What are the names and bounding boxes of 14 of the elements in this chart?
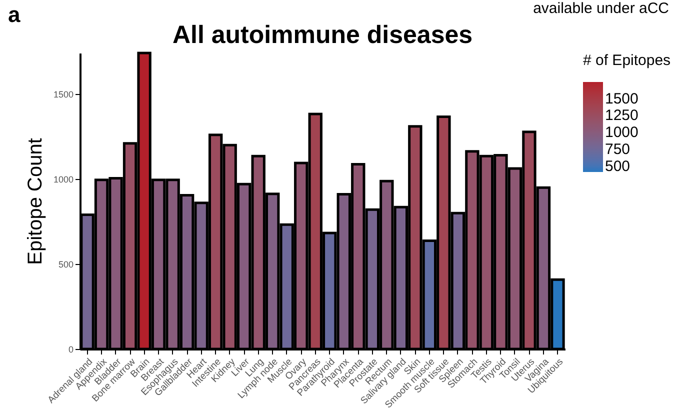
note-text: a [8, 2, 20, 28]
note-text: available under aCC [533, 0, 669, 17]
y-tick-label: 1000 [53, 174, 74, 185]
color-bar-label: 500 [605, 158, 630, 175]
chart-title: All autoimmune diseases [172, 20, 473, 49]
y-axis-title: Epitope Count [24, 138, 46, 265]
y-tick-label: 500 [58, 260, 74, 270]
color-bar-label: 1250 [605, 107, 638, 124]
y-tick-label: 1500 [53, 90, 74, 100]
color-bar-label: 1000 [605, 124, 638, 142]
legend-title: # of Epitopes [583, 52, 671, 69]
color-bar-label: 1500 [605, 90, 638, 108]
y-tick-label: 0 [68, 344, 74, 354]
color-bar-label: 750 [605, 140, 630, 158]
